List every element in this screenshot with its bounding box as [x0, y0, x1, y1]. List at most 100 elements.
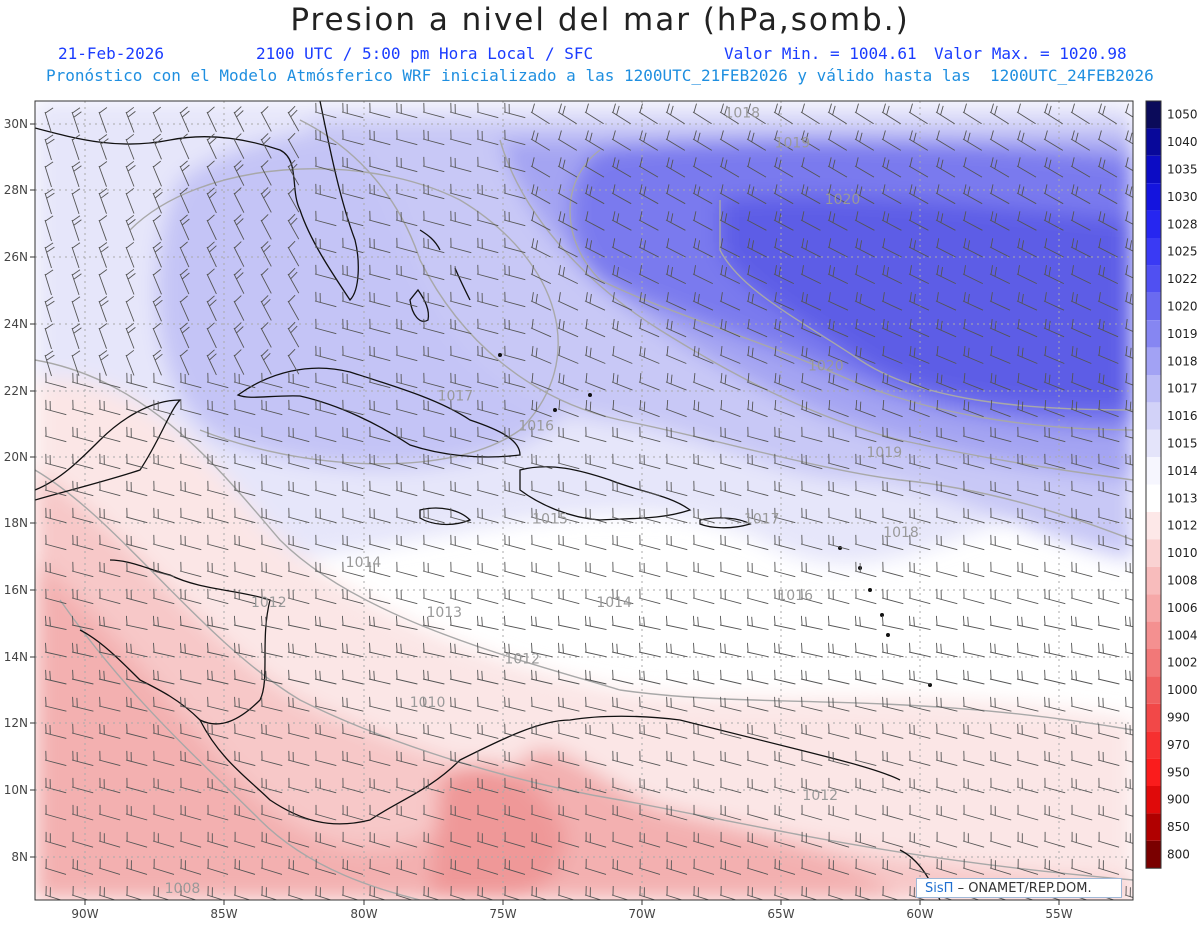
isobar-label: 1012 [504, 651, 540, 667]
color-swatch [1146, 402, 1161, 430]
grid-lines [35, 101, 1133, 900]
lat-label: 20N [4, 450, 28, 464]
isobar-label: 1015 [532, 512, 568, 528]
map-frame [34, 100, 1134, 901]
sispi-logo: SisΠ [925, 881, 954, 896]
isobar-label: 1012 [251, 595, 287, 611]
color-swatch [1146, 320, 1161, 348]
color-scale-label: 1015 [1167, 437, 1198, 451]
color-swatch [1146, 676, 1161, 704]
lon-label: 55W [1045, 907, 1072, 921]
color-swatch [1146, 813, 1161, 841]
color-scale-label: 1014 [1167, 464, 1198, 478]
color-scale-label: 1019 [1167, 327, 1198, 341]
isobar-label: 1013 [426, 605, 462, 621]
color-swatch [1146, 840, 1161, 869]
color-scale-label: 1028 [1167, 217, 1198, 231]
color-scale-label: 1050 [1167, 108, 1198, 122]
credit-box: SisΠ – ONAMET/REP.DOM. [916, 878, 1122, 898]
lat-label: 22N [4, 384, 28, 398]
lat-label: 26N [4, 250, 28, 264]
lon-label: 60W [906, 907, 933, 921]
color-swatch [1146, 649, 1161, 677]
isobar-label: 1020 [825, 192, 861, 208]
color-scale-label: 850 [1167, 820, 1190, 834]
color-scale-frame [1145, 100, 1162, 869]
color-swatch [1146, 621, 1161, 649]
isobar-label: 1012 [802, 788, 838, 804]
model-description: Pronóstico con el Modelo Atmósferico WRF… [46, 66, 1154, 85]
color-swatch [1146, 265, 1161, 293]
wind-barbs [44, 102, 1133, 900]
color-swatch [1146, 210, 1161, 238]
color-swatch [1146, 539, 1161, 567]
latitude-axis: 30N 28N 26N 24N 22N 20N 18N 16N 14N 12N … [4, 117, 28, 864]
lon-label: 65W [767, 907, 794, 921]
color-scale-legend: 1050 1040 1035 1030 1028 1025 1022 1020 1019 1018… [1145, 100, 1198, 869]
color-swatch [1146, 292, 1161, 321]
max-value: Valor Max. = 1020.98 [934, 44, 1127, 63]
color-scale-label: 1006 [1167, 601, 1198, 615]
isobar-label: 1018 [883, 525, 919, 541]
color-swatch [1146, 375, 1161, 403]
lat-label: 12N [4, 716, 28, 730]
color-swatch [1146, 512, 1161, 540]
color-scale-label: 1025 [1167, 245, 1198, 259]
lat-label: 8N [11, 850, 28, 864]
isobar-label: 1017 [438, 388, 474, 404]
color-swatch [1146, 731, 1161, 759]
color-swatch [1146, 347, 1161, 375]
lat-label: 18N [4, 516, 28, 530]
color-swatch [1146, 703, 1161, 732]
color-scale-label: 1000 [1167, 683, 1198, 697]
isobar-label: 1020 [808, 358, 844, 374]
lat-label: 24N [4, 317, 28, 331]
color-scale-label: 1010 [1167, 546, 1198, 560]
color-swatch [1146, 457, 1161, 485]
isobar-label: 1018 [724, 105, 760, 121]
color-swatch [1146, 183, 1161, 211]
color-swatch [1146, 238, 1161, 266]
color-scale-label: 1008 [1167, 574, 1198, 588]
forecast-date: 21-Feb-2026 [58, 44, 164, 63]
color-scale-label: 1013 [1167, 491, 1198, 505]
color-scale-label: 1020 [1167, 300, 1198, 314]
color-swatch [1146, 566, 1161, 595]
lon-label: 70W [628, 907, 655, 921]
axis-ticks [30, 123, 1060, 905]
wind-barb-field [44, 102, 1133, 900]
color-swatch [1146, 429, 1161, 458]
color-scale-label: 1017 [1167, 382, 1198, 396]
color-scale-label: 1012 [1167, 519, 1198, 533]
lon-label: 85W [210, 907, 237, 921]
isobar-label: 1017 [744, 512, 780, 528]
isobar-label: 1016 [518, 418, 554, 434]
color-scale-label: 1030 [1167, 190, 1198, 204]
lat-label: 10N [4, 783, 28, 797]
color-scale-label: 1018 [1167, 354, 1198, 368]
isobar-label: 1019 [866, 445, 902, 461]
color-scale-label: 990 [1167, 711, 1190, 725]
color-swatch [1146, 128, 1161, 156]
lon-label: 90W [71, 907, 98, 921]
color-scale-label: 970 [1167, 738, 1190, 752]
lon-label: 75W [489, 907, 516, 921]
isobar-label: 1010 [410, 695, 446, 711]
isobar-label: 1016 [777, 588, 813, 604]
lon-label: 80W [350, 907, 377, 921]
lat-label: 16N [4, 583, 28, 597]
color-scale-label: 1022 [1167, 272, 1198, 286]
color-scale-label: 1016 [1167, 409, 1198, 423]
color-swatch [1146, 758, 1161, 786]
lat-label: 30N [4, 117, 28, 131]
color-swatch [1146, 786, 1161, 814]
color-swatch [1146, 101, 1161, 129]
isobar-label: 1008 [165, 881, 201, 897]
isobar-label: 1014 [596, 595, 632, 611]
lat-label: 28N [4, 183, 28, 197]
color-scale-label: 1040 [1167, 135, 1198, 149]
lat-label: 14N [4, 650, 28, 664]
color-swatch [1146, 155, 1161, 184]
color-scale-label: 1035 [1167, 163, 1198, 177]
